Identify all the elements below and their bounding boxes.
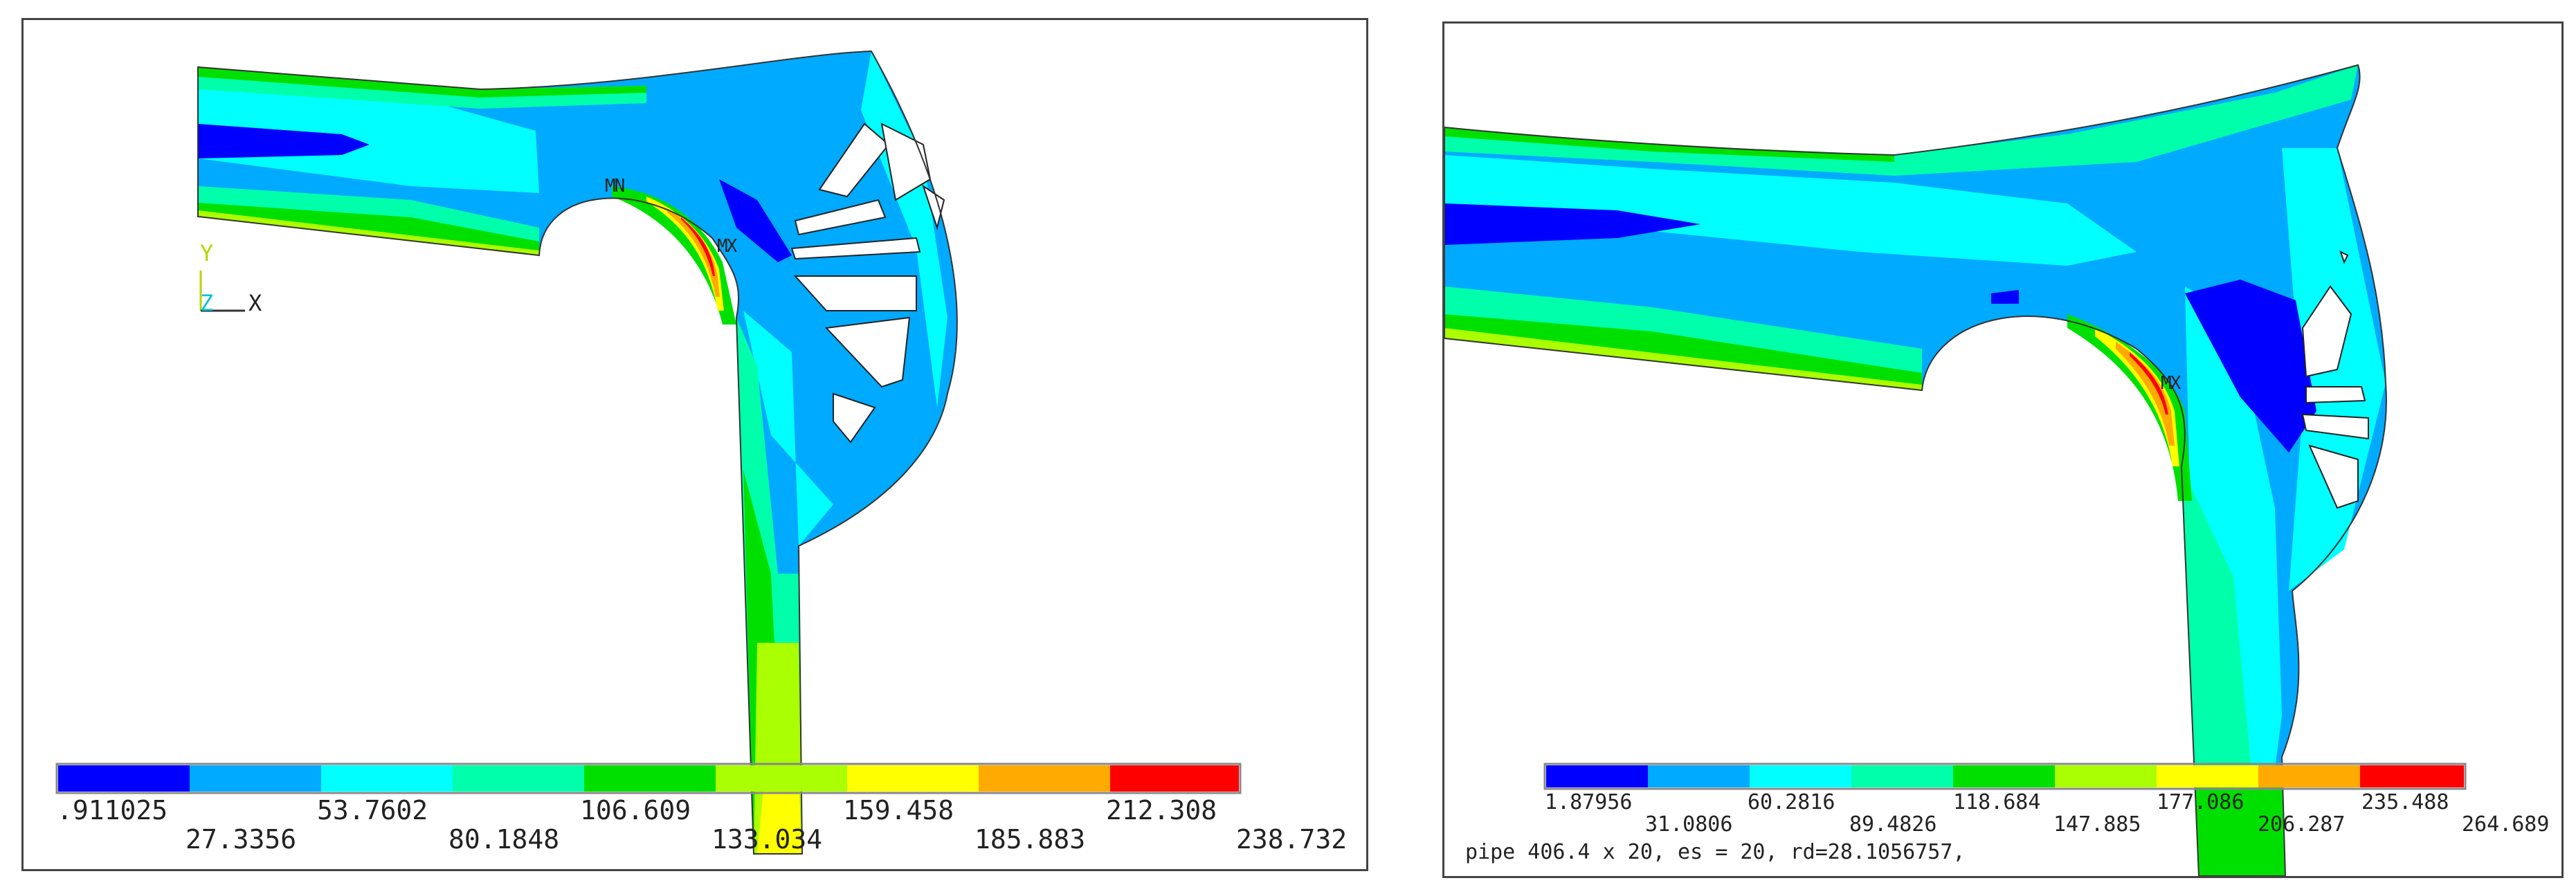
right-hole-3 [2301,413,2369,440]
right-hole-5 [2339,250,2349,264]
left-legend-swatch-8 [979,765,1110,792]
right-blue-core [1444,203,1700,245]
left-cyan-zone-2 [743,311,833,546]
left-triad-z-label: Z [200,290,214,316]
right-legend-tick-7: 177.086 [2157,790,2244,814]
right-fillet-red [2130,352,2168,414]
right-hole-1 [2301,285,2352,378]
right-legend-tick-3: 60.2816 [1748,790,1835,814]
left-stress-contour [55,50,1242,855]
right-contour-plot: MX 1.87956 60.2816 118.684 177.086 235.4… [1442,21,2564,878]
right-stress-contour [1444,64,2467,876]
left-legend-swatch-6 [716,765,847,792]
right-green-leg [2195,785,2285,876]
left-hole-4 [793,275,917,311]
left-outline [197,50,958,855]
left-legend-tick-5: 106.609 [580,795,691,825]
right-cyan-zone-1 [1444,155,2137,266]
right-legend-swatch-8 [2258,765,2360,787]
right-legend-swatch-5 [1953,765,2055,787]
left-fillet-red [681,217,715,276]
right-max-marker: MX [2161,373,2181,394]
left-legend-tick-4: 80.1848 [448,824,560,855]
right-hole-2 [2305,386,2366,404]
left-hole-3 [790,237,921,260]
right-yellow-bottom [1444,328,1922,390]
left-legend-tick-2: 27.3356 [185,824,297,855]
right-legend-swatch-2 [1648,765,1750,787]
right-legend-tick-6: 147.885 [2053,812,2141,837]
right-blue-spot [1991,290,2019,304]
right-legend-swatch-7 [2157,765,2258,787]
left-max-marker: MX [717,236,737,257]
left-legend-tick-8: 185.883 [974,824,1086,855]
left-cyan-zone-1 [198,89,539,193]
left-blue-core [198,124,370,158]
right-legend-tick-10: 264.689 [2462,812,2550,837]
left-coordinate-triad [199,271,245,312]
right-hole-4 [2308,444,2359,509]
left-blue-zone [719,179,792,262]
left-legend-tick-9: 212.308 [1106,795,1217,825]
left-legend-swatch-7 [847,765,979,792]
left-triad-x-label: X [248,290,262,316]
left-legend-swatch-1 [58,765,190,792]
right-legend-tick-4: 89.4826 [1849,812,1937,837]
right-fillet-orange [2116,342,2175,446]
right-legend-swatch-1 [1546,765,1648,787]
right-green-top [1444,127,1894,162]
left-legend-swatch-5 [584,765,716,792]
left-legend-swatch-9 [1110,765,1239,792]
right-legend-bar [1543,763,2467,790]
left-triad-y-label: Y [200,240,214,266]
right-legend-swatch-9 [2360,765,2464,787]
right-legend-tick-9: 235.488 [2361,790,2449,814]
left-legend-tick-10: 238.732 [1236,824,1348,855]
left-hole-2 [794,199,887,236]
right-legend-tick-5: 118.684 [1953,790,2041,814]
left-legend-tick-6: 133.034 [711,824,823,855]
left-legend-swatch-3 [321,765,453,792]
right-body [1444,65,2386,876]
left-legend-tick-7: 159.458 [843,795,954,825]
right-legend-tick-8: 206.287 [2258,812,2346,837]
left-yellow-bottom [198,210,539,255]
right-legend-swatch-3 [1750,765,1851,787]
right-blue-zone [2185,280,2316,453]
left-legend-swatch-4 [453,765,584,792]
right-outline [1444,64,2387,876]
right-legend-swatch-6 [2055,765,2157,787]
right-legend-tick-2: 31.0806 [1645,812,1733,837]
left-yellow-leg-2 [757,781,802,854]
right-legend-swatch-4 [1851,765,1953,787]
left-green-top [198,67,646,98]
left-legend-tick-1: .911025 [57,795,168,825]
left-min-marker: MN [605,176,625,197]
right-caption: pipe 406.4 x 20, es = 20, rd=28.1056757, [1465,840,1966,864]
left-fillet-orange [667,208,720,297]
left-legend-swatch-2 [190,765,321,792]
right-legend-tick-1: 1.87956 [1545,790,1633,814]
left-contour-plot: MN MX Y Z X .911025 53.7602 106.609 159.… [21,18,1368,871]
left-legend-bar [55,763,1242,794]
left-hole-5 [824,316,911,388]
left-hole-6 [833,392,876,444]
left-legend-tick-3: 53.7602 [317,795,428,825]
